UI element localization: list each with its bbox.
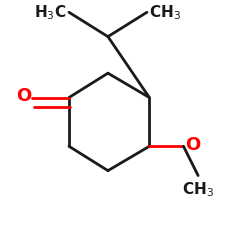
Text: O: O (16, 87, 31, 105)
Text: CH$_3$: CH$_3$ (182, 180, 214, 199)
Text: CH$_3$: CH$_3$ (149, 3, 181, 22)
Text: H$_3$C: H$_3$C (34, 3, 66, 22)
Text: O: O (185, 136, 200, 154)
